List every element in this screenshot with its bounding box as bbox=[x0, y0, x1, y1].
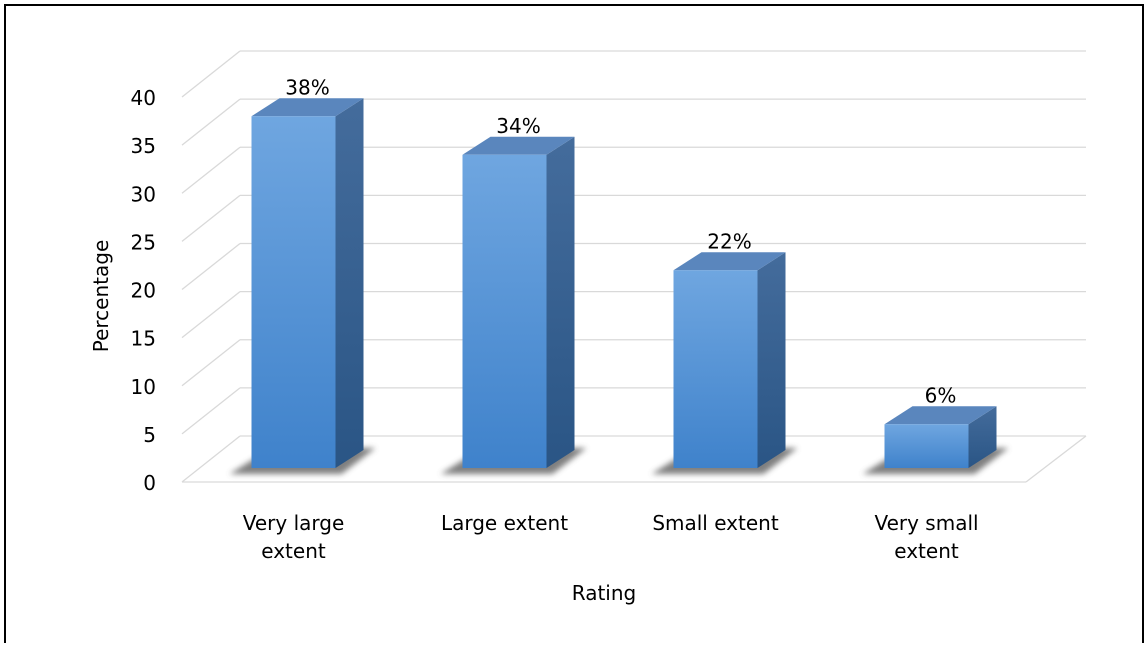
gridline-diagonal bbox=[181, 98, 241, 146]
y-tick-label: 10 bbox=[131, 375, 156, 399]
data-labels: 38% 34% 22% 6% bbox=[285, 75, 956, 407]
bar bbox=[251, 116, 336, 468]
bar-top bbox=[884, 406, 997, 425]
data-label: 22% bbox=[707, 229, 751, 253]
bar bbox=[884, 424, 969, 468]
y-tick-label: 5 bbox=[143, 423, 156, 447]
data-label: 34% bbox=[496, 114, 540, 138]
floor-edge-right bbox=[1025, 435, 1087, 483]
chart-frame: 0 5 10 15 20 25 30 35 40 38% 34% 22% 6% Very large e… bbox=[4, 4, 1144, 643]
y-tick-label: 35 bbox=[131, 134, 156, 158]
bar-side bbox=[335, 98, 364, 468]
bar bbox=[462, 154, 547, 468]
gridline-diagonal bbox=[181, 146, 241, 194]
bar-top bbox=[673, 252, 786, 271]
gridline-diagonal bbox=[181, 435, 241, 483]
y-axis-title: Percentage bbox=[89, 240, 113, 353]
bar bbox=[673, 270, 758, 468]
y-tick-label: 40 bbox=[131, 86, 156, 110]
y-tick-label: 25 bbox=[131, 230, 156, 254]
bar-side bbox=[546, 136, 575, 468]
gridline-diagonal bbox=[181, 242, 241, 291]
gridline-diagonal bbox=[181, 339, 241, 387]
y-axis: 0 5 10 15 20 25 30 35 40 bbox=[131, 86, 156, 495]
gridline-diagonal bbox=[181, 194, 241, 242]
gridline-diagonal bbox=[181, 291, 241, 339]
bar-side bbox=[968, 406, 997, 468]
bars bbox=[229, 98, 1009, 474]
x-tick-label: Very large extent bbox=[243, 511, 345, 563]
y-tick-label: 20 bbox=[131, 279, 156, 303]
gridline-diagonal bbox=[181, 50, 241, 98]
x-axis-title: Rating bbox=[572, 581, 636, 605]
data-label: 38% bbox=[285, 75, 329, 99]
x-axis: Very large extent Large extent Small extent… bbox=[243, 511, 979, 563]
gridline-diagonal bbox=[181, 387, 241, 435]
bar-top bbox=[462, 136, 575, 155]
y-tick-label: 15 bbox=[131, 327, 156, 351]
x-tick-label: Very small extent bbox=[874, 511, 978, 563]
bar-top bbox=[251, 98, 364, 117]
bar-chart: 0 5 10 15 20 25 30 35 40 38% 34% 22% 6% Very large e… bbox=[89, 50, 1087, 605]
data-label: 6% bbox=[925, 383, 957, 407]
y-tick-label: 30 bbox=[131, 182, 156, 206]
y-tick-label: 0 bbox=[143, 471, 156, 495]
gridlines bbox=[181, 50, 1087, 483]
x-tick-label: Large extent bbox=[441, 511, 568, 535]
bar-side bbox=[757, 252, 786, 468]
x-tick-label: Small extent bbox=[652, 511, 779, 535]
